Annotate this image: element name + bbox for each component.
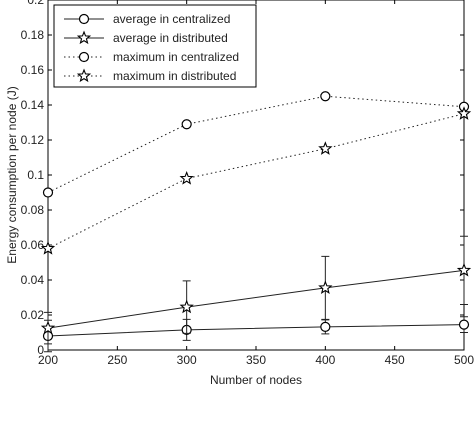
data-point-circle [42,187,54,198]
data-point-star [318,141,333,155]
x-tick-label: 200 [38,353,58,367]
legend-item: maximum in centralized [64,50,239,64]
data-point-circle [320,91,331,102]
y-tick-label: 0.14 [21,98,45,112]
y-tick-label: 0.18 [21,28,45,42]
y-axis: 0 0.02 0.04 0.06 0.08 0.1 0.12 0.14 0.16 0.18 0.2 [21,0,464,357]
series-line [47,95,465,193]
y-axis-label: Energy consumption per node (J) [5,86,19,263]
series-line [47,269,465,329]
x-axis: 200 250 300 350 400 450 500 [38,0,474,367]
legend-label: maximum in centralized [113,50,239,64]
data-point-star [179,299,194,314]
legend-marker-star [76,68,92,83]
legend-marker-star [76,30,92,45]
data-point-star [456,262,472,277]
legend-item: average in distributed [64,30,228,45]
x-tick-label: 400 [315,353,335,367]
x-tick-label: 250 [107,353,127,367]
y-tick-label: 0.04 [21,273,45,287]
legend-label: average in distributed [113,31,228,45]
x-tick-label: 500 [454,353,474,367]
y-tick-label: 0.2 [27,0,44,7]
data-point-circle [458,319,470,330]
data-point-circle [320,321,331,332]
series-line [47,324,465,337]
x-tick-label: 450 [385,353,405,367]
data-point-circle [181,119,192,130]
x-axis-label: Number of nodes [210,373,302,387]
data-point-star [179,170,194,185]
y-tick-label: 0.1 [27,168,44,182]
series-1 [40,235,472,345]
y-tick-label: 0.02 [21,308,45,322]
data-point-star [456,106,472,120]
y-tick-label: 0.16 [21,63,45,77]
series-line [47,113,465,249]
data-point-star [318,280,333,294]
legend-marker-circle [78,51,90,63]
legend-label: average in centralized [113,12,230,26]
legend-item: average in centralized [64,12,230,26]
x-tick-label: 300 [177,353,197,367]
series-3 [40,106,472,255]
legend-marker-circle [78,13,90,25]
y-tick-label: 0.12 [21,133,45,147]
data-point-star [40,320,56,335]
data-point-star [40,240,56,255]
legend-label: maximum in distributed [113,69,236,83]
y-tick-label: 0.06 [21,238,45,252]
y-tick-label: 0.08 [21,203,45,217]
series-layer [40,91,472,353]
legend-item: maximum in distributed [64,68,236,83]
y-tick-label: 0 [37,343,44,357]
legend: average in centralized average in distrib… [53,4,257,88]
x-tick-label: 350 [246,353,266,367]
series-2 [42,91,470,198]
